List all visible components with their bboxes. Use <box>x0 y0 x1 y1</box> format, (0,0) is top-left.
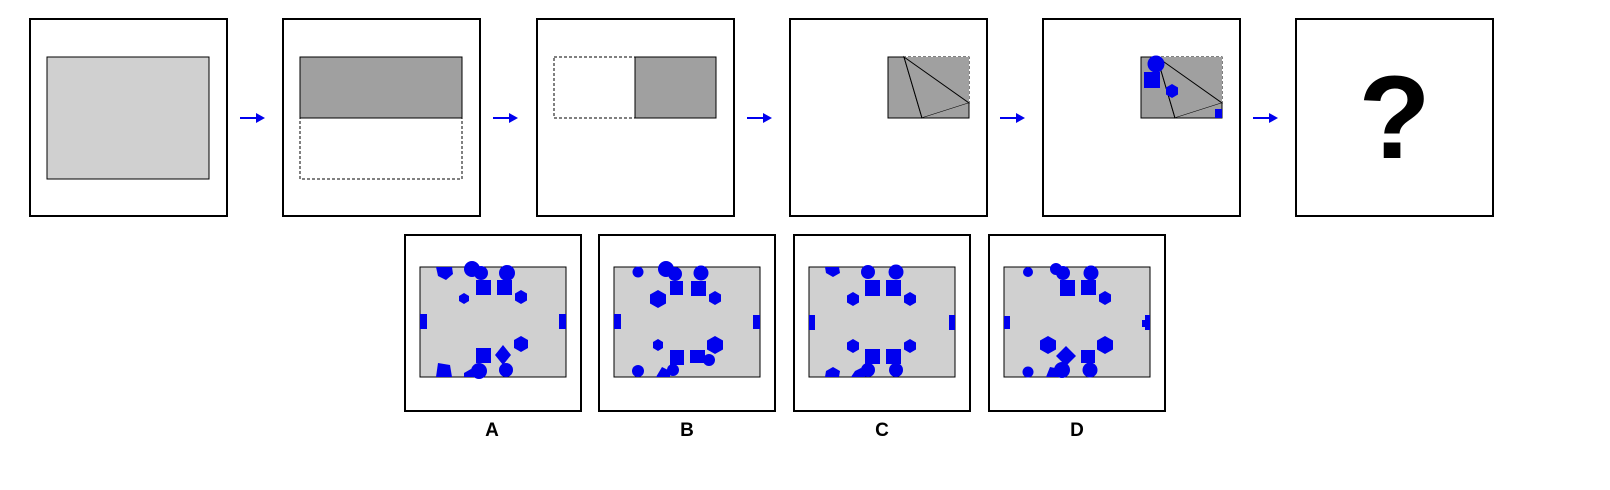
option-a-diagram <box>419 261 567 379</box>
option-b-panel[interactable] <box>598 234 776 412</box>
folded-paper <box>634 56 717 119</box>
square-hole-icon <box>1215 109 1222 118</box>
unfolded-paper <box>1003 266 1151 378</box>
step-5-diagram <box>1140 55 1224 119</box>
paper-sheet <box>46 56 210 180</box>
arrow-icon <box>747 113 772 123</box>
step-2-diagram <box>299 56 463 180</box>
unfolded-outline <box>553 56 636 119</box>
arrow-icon <box>1000 113 1025 123</box>
unfolded-paper <box>613 266 761 378</box>
option-a-label[interactable]: A <box>485 420 499 441</box>
question-mark: ? <box>1358 51 1431 184</box>
step-4-diagram <box>887 55 971 119</box>
step-4-panel <box>789 18 988 217</box>
step-1-diagram <box>46 56 210 180</box>
step-3-diagram <box>553 56 717 119</box>
option-d-diagram <box>1003 263 1151 378</box>
step-3-panel <box>536 18 735 217</box>
unfolded-outline <box>299 117 463 180</box>
folded-paper <box>299 56 463 119</box>
option-c-panel[interactable] <box>793 234 971 412</box>
option-c-label[interactable]: C <box>875 420 889 441</box>
question-panel: ? <box>1295 18 1494 217</box>
step-1-panel <box>29 18 228 217</box>
option-b-label[interactable]: B <box>680 420 694 441</box>
arrow-icon <box>240 113 265 123</box>
unfolded-paper <box>419 266 567 378</box>
hexagon-hole-icon <box>1166 84 1178 98</box>
option-b-diagram <box>613 261 761 378</box>
circle-hole-icon <box>1147 55 1165 73</box>
option-c-diagram <box>808 264 956 378</box>
arrow-icon <box>1253 113 1278 123</box>
step-5-panel <box>1042 18 1241 217</box>
option-d-panel[interactable] <box>988 234 1166 412</box>
option-a-panel[interactable] <box>404 234 582 412</box>
square-hole-icon <box>1144 72 1160 88</box>
folded-paper-corner <box>922 103 969 118</box>
unfolded-paper <box>808 266 956 378</box>
step-2-panel <box>282 18 481 217</box>
arrow-icon <box>493 113 518 123</box>
option-d-label[interactable]: D <box>1070 420 1084 441</box>
